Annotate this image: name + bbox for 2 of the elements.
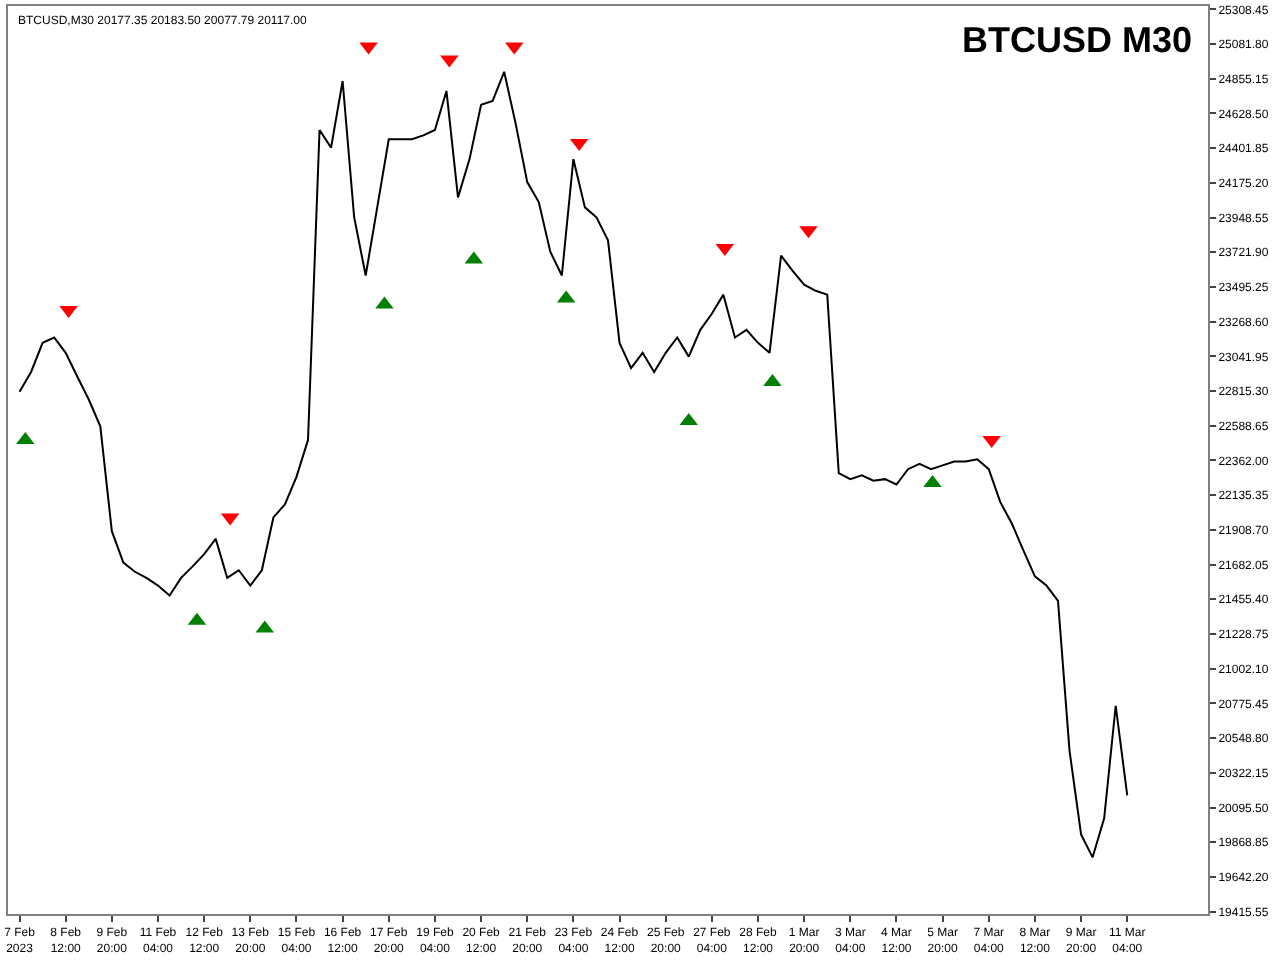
chart-title: BTCUSD M30 [962, 20, 1193, 60]
line-series [18, 70, 1129, 859]
